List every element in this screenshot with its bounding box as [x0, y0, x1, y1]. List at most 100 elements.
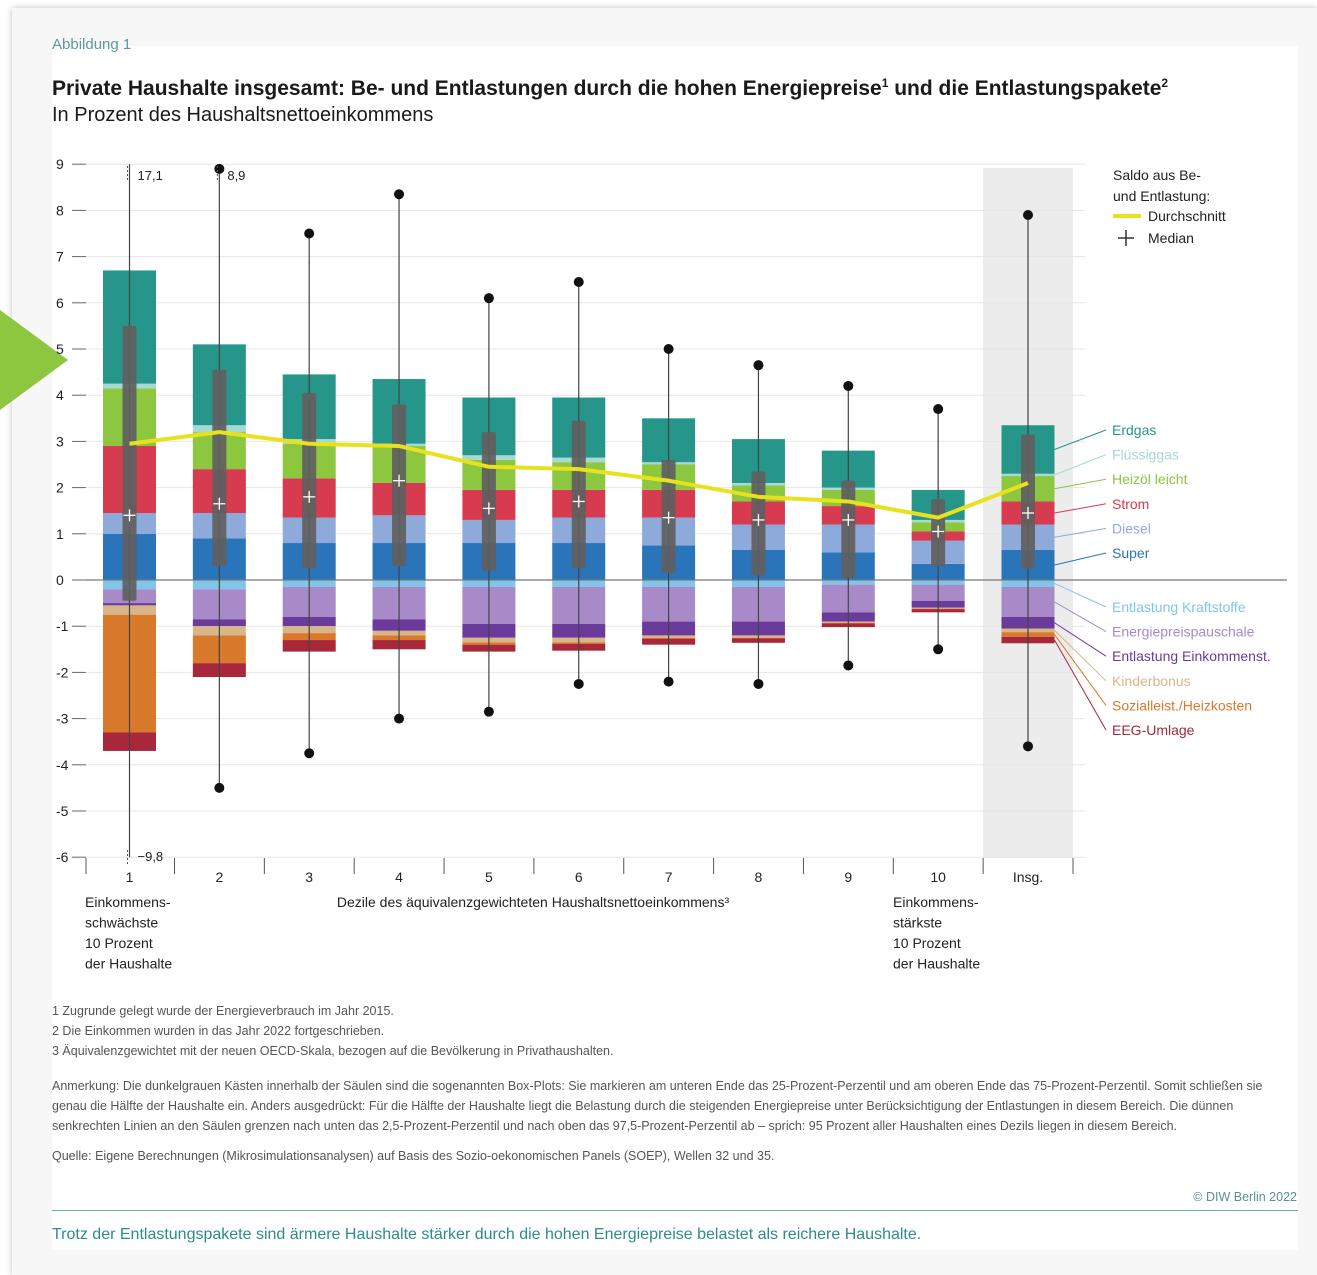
x-group-right-label: Einkommens- — [893, 894, 979, 910]
chart-title-part1: Private Haushalte insgesamt: Be- und Ent… — [52, 77, 882, 100]
legend-leader-line — [1054, 583, 1107, 608]
overflow-label: −9,8 — [138, 849, 164, 864]
whisker-bottom-dot — [214, 782, 225, 793]
legend-leader-line — [1054, 454, 1107, 476]
x-tick-label: 1 — [126, 869, 134, 885]
copyright-text: © DIW Berlin 2022 — [1193, 1190, 1297, 1204]
x-group-right-label: der Haushalte — [893, 956, 980, 972]
box-plot — [212, 369, 227, 567]
whisker-bottom-dot — [304, 748, 315, 759]
box-plot — [571, 420, 586, 569]
y-tick-label: 7 — [56, 249, 64, 265]
x-tick-label: 3 — [305, 869, 313, 885]
y-tick-label: 5 — [56, 341, 64, 357]
x-tick-label: 9 — [844, 869, 852, 885]
whisker-top-dot — [394, 189, 405, 200]
legend-leader-line — [1054, 478, 1107, 490]
y-tick-label: 6 — [56, 295, 64, 311]
legend-label-diesel: Diesel — [1112, 520, 1151, 536]
whisker-top-dot — [304, 228, 315, 239]
legend-leader-line — [1054, 429, 1107, 450]
legend-leader-line — [1054, 622, 1107, 657]
mean-line — [129, 430, 1029, 520]
y-tick-label: 3 — [56, 433, 64, 449]
source-text: Quelle: Eigene Berechnungen (Mikrosimula… — [52, 1149, 775, 1163]
legend-title: Saldo aus Be- — [1113, 167, 1201, 183]
whisker-top-dot — [933, 404, 944, 415]
whisker-bottom-dot — [753, 678, 764, 689]
legend-title: und Entlastung: — [1113, 188, 1210, 204]
chart-subtitle: In Prozent des Haushaltsnettoeinkommens — [52, 104, 434, 126]
box-plot — [481, 432, 496, 571]
x-group-left-label: der Haushalte — [85, 956, 172, 972]
x-group-left-label: 10 Prozent — [85, 935, 153, 951]
legend-label-erdgas: Erdgas — [1112, 422, 1156, 438]
x-tick-label: 4 — [395, 869, 403, 885]
y-tick-label: -1 — [56, 618, 69, 634]
legend-label-super: Super — [1112, 545, 1150, 561]
legend-label-eeg-umlage: EEG-Umlage — [1112, 722, 1195, 738]
whisker-top-dot — [483, 293, 494, 304]
legend-label-fl-ssiggas: Flüssiggas — [1112, 447, 1179, 463]
figure-label: Abbildung 1 — [52, 36, 132, 53]
overflow-label: 8,9 — [227, 168, 245, 183]
figure-panel — [52, 46, 1298, 1250]
chart-title-footnote-1: 1 — [881, 76, 889, 90]
whisker-bottom-dot — [483, 706, 494, 717]
x-group-left-label: Einkommens- — [85, 894, 171, 910]
legend-leader-line — [1054, 601, 1107, 633]
whisker-bottom-dot — [933, 644, 944, 655]
whisker-top-dot — [843, 380, 854, 391]
legend-leader-line — [1054, 634, 1107, 706]
chart-title: Private Haushalte insgesamt: Be- und Ent… — [52, 76, 1168, 101]
footnote-1: 1 Zugrunde gelegt wurde der Energieverbr… — [52, 1004, 394, 1018]
x-group-right-label: stärkste — [893, 915, 942, 931]
y-tick-label: 0 — [56, 572, 64, 588]
divider-line — [52, 1210, 1298, 1211]
legend-leader-line — [1054, 639, 1107, 731]
green-arrow-marker — [0, 310, 68, 410]
y-tick-label: 9 — [56, 156, 64, 172]
footnote-2: 2 Die Einkommen wurden in das Jahr 2022 … — [52, 1024, 385, 1038]
overflow-label: 17,1 — [138, 168, 163, 183]
legend-mean-label: Durchschnitt — [1148, 208, 1226, 224]
y-tick-label: -6 — [56, 849, 69, 865]
chart-title-part2: und die Entlastungspakete — [888, 77, 1162, 100]
whisker-top-dot — [663, 344, 674, 354]
whisker-bottom-dot — [394, 713, 405, 724]
x-tick-label: 5 — [485, 869, 493, 885]
box-plot — [1021, 434, 1035, 569]
y-tick-label: -4 — [56, 757, 69, 773]
box-plot — [122, 325, 137, 601]
whisker-bottom-dot — [1023, 741, 1033, 752]
legend-leader-line — [1054, 630, 1107, 682]
footnote-3: 3 Äquivalenzgewichtet mit der neuen OECD… — [52, 1044, 614, 1058]
legend-label-entlastung-kraftstoffe: Entlastung Kraftstoffe — [1112, 599, 1246, 615]
x-group-right-label: 10 Prozent — [893, 935, 961, 951]
y-tick-label: 1 — [56, 526, 64, 542]
box-plot — [841, 480, 856, 578]
legend-label-sozialleist-heizkosten: Sozialleist./Heizkosten — [1112, 697, 1252, 713]
y-tick-label: -3 — [56, 711, 69, 727]
x-tick-label: 8 — [755, 869, 763, 885]
y-tick-label: 8 — [56, 202, 64, 218]
x-tick-label: 10 — [930, 869, 946, 885]
x-tick-label: Insg. — [1013, 869, 1043, 885]
chart-title-footnote-2: 2 — [1161, 76, 1169, 90]
y-tick-label: -2 — [56, 664, 69, 680]
whisker-top-dot — [1023, 210, 1033, 221]
whisker-bottom-dot — [573, 678, 584, 689]
legend-median-label: Median — [1148, 230, 1194, 246]
remark-text: Anmerkung: Die dunkelgrauen Kästen inner… — [52, 1079, 1263, 1133]
y-tick-label: -5 — [56, 803, 69, 819]
legend-leader-line — [1054, 552, 1107, 566]
whisker-bottom-dot — [663, 676, 674, 687]
legend-label-strom: Strom — [1112, 496, 1149, 512]
x-group-left-label: schwächste — [85, 915, 158, 931]
whisker-top-dot — [214, 163, 225, 174]
whisker-bottom-dot — [843, 660, 854, 671]
box-plot — [302, 392, 317, 569]
legend-label-heiz-l-leicht: Heizöl leicht — [1112, 471, 1188, 487]
legend-label-kinderbonus: Kinderbonus — [1112, 673, 1191, 689]
